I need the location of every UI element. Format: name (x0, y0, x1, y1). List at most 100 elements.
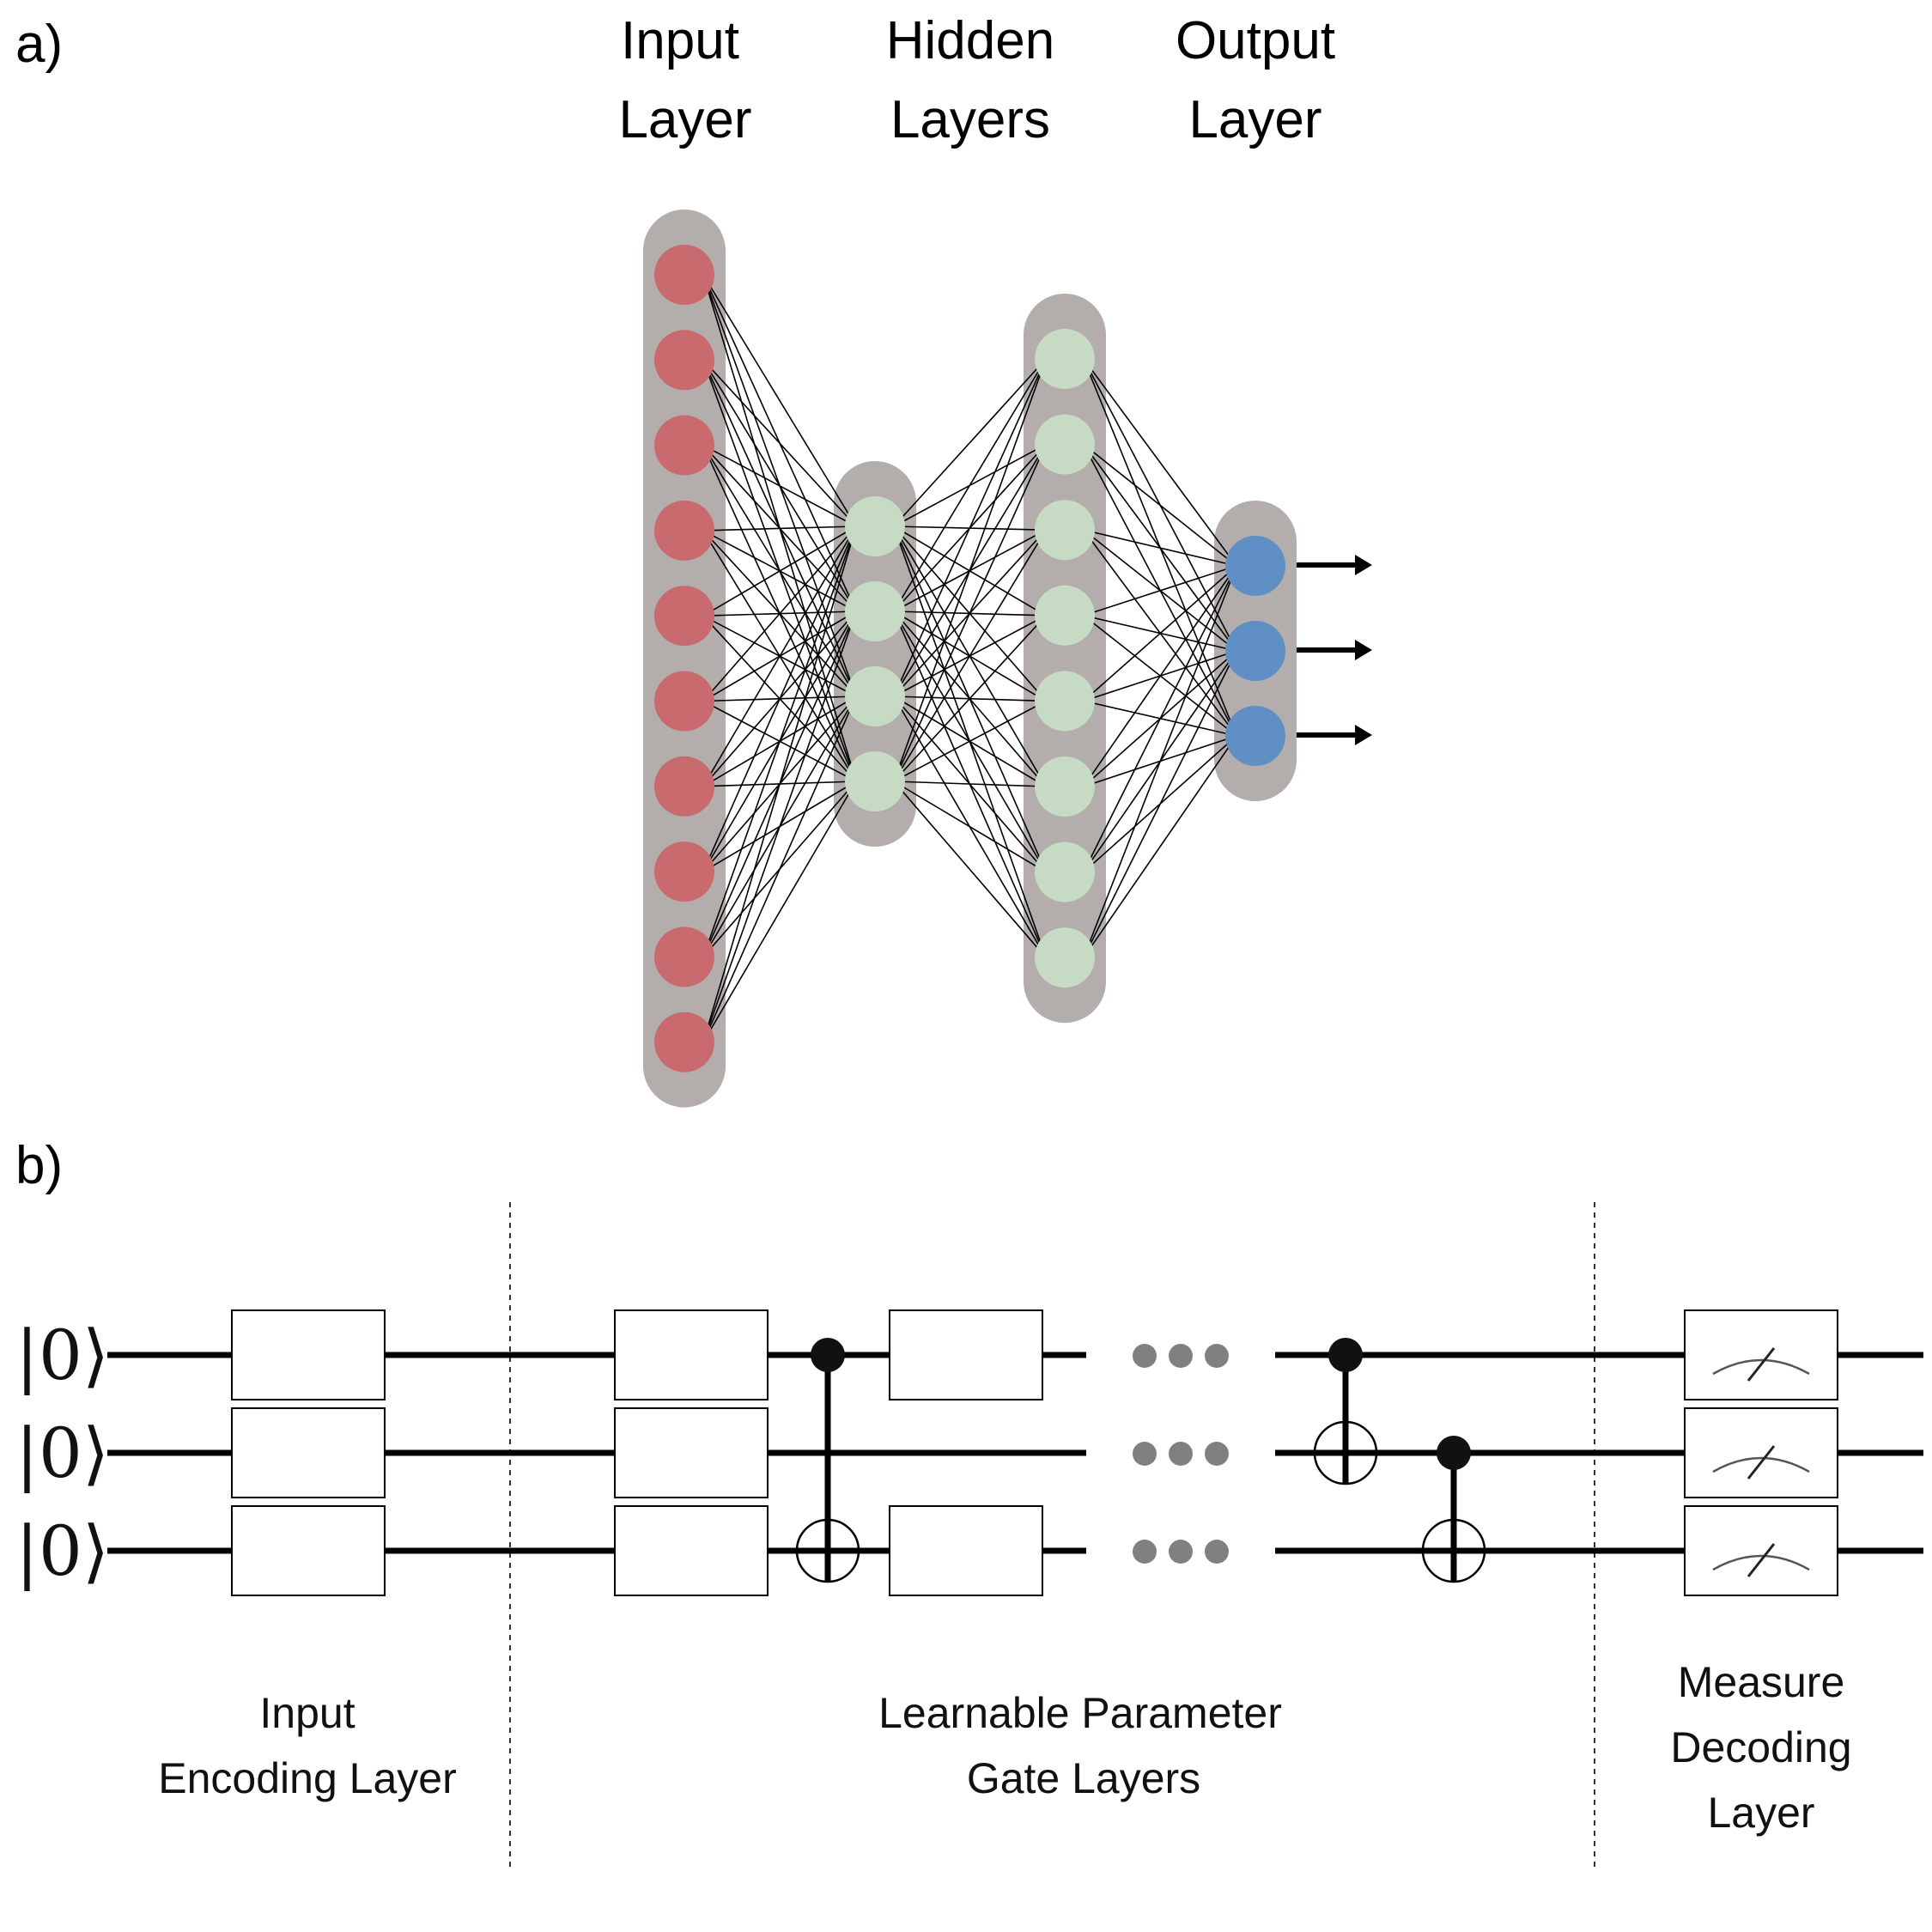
capsule-hidden-1 (834, 461, 916, 847)
network-nodes (654, 245, 1285, 1072)
encoding-caption-2: Encoding Layer (158, 1754, 456, 1802)
node-hidden-2-4 (1035, 585, 1095, 646)
qubit-3-ket: |0⟩ (15, 1511, 109, 1591)
param-gate-4 (889, 1309, 1043, 1400)
param-gate-1 (614, 1309, 769, 1400)
hidden-layers-title-1: Hidden (886, 11, 1054, 70)
dot-q2-3 (1205, 1442, 1229, 1466)
node-input-2 (654, 330, 714, 391)
node-hidden-2-1 (1035, 329, 1095, 389)
node-hidden-2-8 (1035, 927, 1095, 988)
measure-caption-2: Decoding (1670, 1723, 1851, 1771)
edge-input-8-0 (702, 526, 857, 957)
node-hidden-2-6 (1035, 756, 1095, 817)
meter-3 (1684, 1505, 1838, 1596)
edge-hidden-1-3-5 (893, 781, 1047, 787)
node-hidden-1-2 (845, 581, 905, 641)
node-hidden-2-3 (1035, 500, 1095, 561)
edge-hidden-2-4-0 (1083, 565, 1237, 702)
edge-input-9-0 (702, 526, 857, 1042)
edge-hidden-1-0-0 (893, 358, 1047, 527)
edge-hidden-2-7-2 (1083, 735, 1237, 958)
encoding-gates (231, 1309, 386, 1596)
hidden-layers-title-2: Layers (890, 90, 1050, 149)
capsule-hidden-2 (1024, 294, 1106, 1024)
cnot-3-control (1437, 1436, 1471, 1470)
dot-q3-1 (1133, 1540, 1157, 1564)
cnot-3-target (1421, 1518, 1486, 1583)
edge-input-0-0 (702, 274, 857, 527)
encoding-caption-1: Input (259, 1689, 355, 1737)
dot-q1-1 (1133, 1344, 1157, 1368)
node-input-10 (654, 1012, 714, 1072)
encoding-gate-1 (231, 1309, 386, 1400)
node-input-1 (654, 245, 714, 305)
measurement-gates (1684, 1309, 1838, 1596)
output-layer-title-1: Output (1176, 11, 1335, 70)
measure-caption-3: Layer (1707, 1789, 1814, 1837)
cnot-1-target (795, 1518, 860, 1583)
cnot-gate-1 (795, 1338, 860, 1583)
edge-input-1-0 (702, 359, 857, 527)
node-hidden-2-2 (1035, 414, 1095, 475)
network-connections (702, 274, 1237, 1043)
edge-hidden-1-3-2 (893, 529, 1047, 782)
output-arrow-head-1 (1355, 555, 1372, 575)
node-input-6 (654, 671, 714, 732)
edge-hidden-2-0-0 (1083, 358, 1237, 567)
cnot-gate-2 (1313, 1338, 1378, 1485)
node-hidden-1-3 (845, 666, 905, 726)
learnable-caption-1: Learnable Parameter (878, 1689, 1282, 1737)
param-gate-5 (889, 1505, 1043, 1596)
edge-hidden-1-3-1 (893, 444, 1047, 782)
panel-a-label: a) (15, 15, 63, 74)
edge-hidden-2-1-0 (1083, 443, 1237, 567)
node-input-5 (654, 586, 714, 647)
meter-2 (1684, 1407, 1838, 1498)
dot-q1-2 (1169, 1344, 1193, 1368)
panel-b-label: b) (15, 1136, 63, 1195)
node-output-2 (1225, 621, 1285, 681)
dot-q1-3 (1205, 1344, 1229, 1368)
input-layer-title-1: Input (621, 11, 739, 70)
learnable-gates (614, 1309, 1043, 1596)
edge-hidden-2-7-0 (1083, 565, 1237, 958)
edge-hidden-2-5-0 (1083, 565, 1237, 787)
node-input-8 (654, 841, 714, 902)
cnot-2-control (1328, 1338, 1363, 1372)
edge-hidden-1-2-0 (893, 358, 1047, 697)
qubit-2-ket: |0⟩ (15, 1413, 109, 1493)
ellipsis-dots (1133, 1344, 1229, 1564)
edge-input-9-2 (702, 696, 857, 1043)
dot-q2-1 (1133, 1442, 1157, 1466)
dot-q3-3 (1205, 1540, 1229, 1564)
encoding-gate-2 (231, 1407, 386, 1498)
node-input-4 (654, 500, 714, 561)
node-output-1 (1225, 536, 1285, 596)
param-gate-3 (614, 1505, 769, 1596)
edge-input-9-3 (702, 781, 857, 1043)
node-hidden-2-7 (1035, 841, 1095, 902)
edge-hidden-1-3-6 (893, 781, 1047, 873)
cnot-2-target (1313, 1420, 1378, 1485)
edge-hidden-2-2-0 (1083, 529, 1237, 567)
measure-caption-1: Measure (1678, 1658, 1845, 1706)
edge-hidden-1-3-0 (893, 358, 1047, 782)
output-arrows (1297, 555, 1372, 745)
edge-hidden-1-3-4 (893, 700, 1047, 782)
input-layer-title-2: Layer (618, 90, 751, 149)
edge-hidden-1-3-3 (893, 615, 1047, 782)
node-hidden-1-4 (845, 751, 905, 811)
meter-1 (1684, 1309, 1838, 1400)
cnot-gate-3 (1421, 1436, 1486, 1583)
edge-hidden-1-3-7 (893, 781, 1047, 958)
edge-hidden-2-6-0 (1083, 565, 1237, 872)
output-arrow-head-2 (1355, 640, 1372, 660)
learnable-caption-2: Gate Layers (967, 1754, 1200, 1802)
encoding-gate-3 (231, 1505, 386, 1596)
cnot-1-control (811, 1338, 845, 1372)
edge-hidden-2-3-0 (1083, 565, 1237, 617)
dot-q3-2 (1169, 1540, 1193, 1564)
edge-input-7-0 (702, 526, 857, 872)
